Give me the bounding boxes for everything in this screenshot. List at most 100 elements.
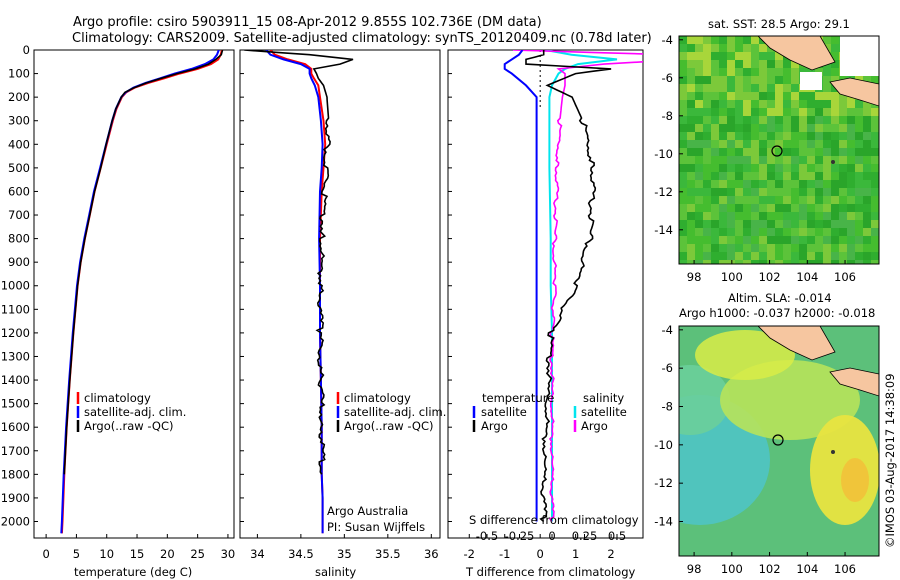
sst-cell <box>855 156 863 164</box>
sst-cell <box>839 164 847 172</box>
legend-head-salinity: salinity <box>583 391 624 405</box>
sst-cell <box>863 204 871 212</box>
sst-cell <box>855 132 863 140</box>
sst-cell <box>703 52 711 60</box>
sst-cell <box>775 148 783 156</box>
sst-cell <box>767 140 775 148</box>
sst-cell <box>679 236 687 244</box>
sst-cell <box>775 180 783 188</box>
sst-cell <box>687 44 695 52</box>
sst-cell <box>775 228 783 236</box>
sst-cell <box>727 148 735 156</box>
sst-cell <box>863 172 871 180</box>
sst-cell <box>871 260 879 264</box>
depth-tick-label: 300 <box>8 114 30 128</box>
sst-cell <box>863 244 871 252</box>
sst-cell <box>679 220 687 228</box>
sst-cell <box>831 244 839 252</box>
java-land <box>829 367 879 397</box>
sst-cell <box>719 236 727 244</box>
sst-cell <box>839 252 847 260</box>
sst-cell <box>783 92 791 100</box>
sst-cell <box>767 212 775 220</box>
sst-cell <box>751 244 759 252</box>
sst-cell <box>815 228 823 236</box>
sst-cell <box>687 228 695 236</box>
sst-cell <box>871 252 879 260</box>
sst-cell <box>847 164 855 172</box>
sst-cell <box>767 52 775 60</box>
sst-cell <box>679 164 687 172</box>
sst-cell <box>775 52 783 60</box>
salinity-series <box>244 50 354 534</box>
sst-cell <box>711 196 719 204</box>
sst-cell <box>823 36 831 44</box>
sst-cell <box>735 68 743 76</box>
sst-cell <box>711 156 719 164</box>
sst-cell <box>847 116 855 124</box>
sst-cell <box>791 60 799 68</box>
sst-cell <box>823 100 831 108</box>
sst-cell <box>687 76 695 84</box>
sst-cell <box>863 132 871 140</box>
sst-cell <box>751 140 759 148</box>
sst-cell <box>703 180 711 188</box>
sst-cell <box>799 132 807 140</box>
sst-cell <box>679 140 687 148</box>
sst-cell <box>871 180 879 188</box>
sst-cell <box>743 172 751 180</box>
sst-cell <box>759 140 767 148</box>
depth-tick-label: 600 <box>8 184 30 198</box>
sst-cell <box>695 108 703 116</box>
sla-map-axes: -4 -6 -8 -10 -12 -14 98 100 102 104 106 <box>654 323 856 576</box>
sst-cell <box>735 52 743 60</box>
sst-cell <box>751 100 759 108</box>
sst-cell <box>711 244 719 252</box>
sst-cell <box>727 228 735 236</box>
sst-cell <box>735 228 743 236</box>
sst-cell <box>791 188 799 196</box>
sst-cell <box>759 236 767 244</box>
sst-cell <box>855 204 863 212</box>
x-tick-label: 15 <box>130 547 145 561</box>
sst-cell <box>743 52 751 60</box>
sst-cell <box>711 180 719 188</box>
sst-cell <box>799 260 807 264</box>
sst-cell <box>727 60 735 68</box>
sst-cell <box>679 252 687 260</box>
sst-cell <box>703 60 711 68</box>
sst-cell <box>799 108 807 116</box>
difference-x-axes: -2 -1 0 1 2-0.5 -0.25 0 0.25 0.5 <box>464 529 627 561</box>
sst-cell <box>855 148 863 156</box>
sst-map-title: sat. SST: 28.5 Argo: 29.1 <box>708 17 850 31</box>
sst-cell <box>799 188 807 196</box>
sst-cell <box>743 84 751 92</box>
sst-cell <box>703 76 711 84</box>
sst-cell <box>775 84 783 92</box>
sst-cell <box>751 196 759 204</box>
s-difference-satellite-line <box>545 50 618 522</box>
sst-cell <box>695 100 703 108</box>
sst-cell <box>855 172 863 180</box>
sst-cell <box>751 164 759 172</box>
sst-cell <box>855 212 863 220</box>
sst-cell <box>783 84 791 92</box>
sst-cell <box>767 84 775 92</box>
sst-cell <box>855 196 863 204</box>
sumatra-land <box>757 326 836 361</box>
sst-cell <box>775 76 783 84</box>
depth-tick-label: 1000 <box>1 279 30 293</box>
sst-cell <box>703 188 711 196</box>
sst-cell <box>735 36 743 44</box>
sst-cell <box>855 140 863 148</box>
sst-cell <box>711 220 719 228</box>
sst-cell <box>711 212 719 220</box>
sst-cell <box>791 116 799 124</box>
sst-cell <box>807 188 815 196</box>
sst-cell <box>727 52 735 60</box>
sst-cell <box>679 60 687 68</box>
sst-cell <box>687 108 695 116</box>
sst-cell <box>751 204 759 212</box>
sst-cell <box>735 124 743 132</box>
sst-cell <box>767 196 775 204</box>
